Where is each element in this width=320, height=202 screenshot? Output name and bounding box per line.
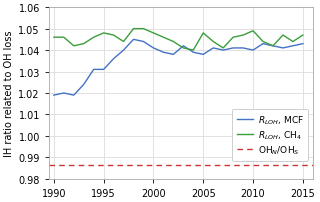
$R_{LOH}$, MCF <box>92 69 96 71</box>
$R_{LOH}$, MCF <box>191 52 195 54</box>
$R_{LOH}$, MCF <box>102 69 106 71</box>
$R_{LOH}$, MCF <box>221 50 225 52</box>
$R_{LOH}$, MCF <box>172 54 175 56</box>
$R_{LOH}$, MCF <box>251 50 255 52</box>
$R_{LOH}$, MCF <box>301 43 305 46</box>
$R_{LOH}$, MCF <box>112 58 116 61</box>
$R_{LOH}$, CH$_4$ <box>72 45 76 48</box>
$R_{LOH}$, CH$_4$ <box>291 41 295 43</box>
$R_{LOH}$, MCF <box>211 47 215 50</box>
$R_{LOH}$, CH$_4$ <box>191 50 195 52</box>
$R_{LOH}$, MCF <box>52 95 56 97</box>
$R_{LOH}$, CH$_4$ <box>141 28 145 31</box>
$R_{LOH}$, CH$_4$ <box>241 35 245 37</box>
$R_{LOH}$, MCF <box>291 45 295 48</box>
Line: $R_{LOH}$, MCF: $R_{LOH}$, MCF <box>54 40 303 96</box>
$R_{LOH}$, MCF <box>72 95 76 97</box>
$R_{LOH}$, CH$_4$ <box>172 41 175 43</box>
$R_{LOH}$, MCF <box>241 47 245 50</box>
$R_{LOH}$, MCF <box>122 50 125 52</box>
$R_{LOH}$, CH$_4$ <box>221 47 225 50</box>
$R_{LOH}$, CH$_4$ <box>301 35 305 37</box>
$R_{LOH}$, MCF <box>82 84 86 86</box>
$R_{LOH}$, CH$_4$ <box>251 30 255 33</box>
$R_{LOH}$, CH$_4$ <box>132 28 135 31</box>
Y-axis label: IH ratio related to OH loss: IH ratio related to OH loss <box>4 31 14 157</box>
$R_{LOH}$, CH$_4$ <box>92 37 96 39</box>
$R_{LOH}$, CH$_4$ <box>112 35 116 37</box>
$R_{LOH}$, MCF <box>261 43 265 46</box>
$R_{LOH}$, MCF <box>181 45 185 48</box>
$R_{LOH}$, CH$_4$ <box>231 37 235 39</box>
$R_{LOH}$, MCF <box>162 52 165 54</box>
$R_{LOH}$, CH$_4$ <box>181 47 185 50</box>
$R_{LOH}$, MCF <box>231 47 235 50</box>
$R_{LOH}$, MCF <box>281 47 285 50</box>
$R_{LOH}$, MCF <box>201 54 205 56</box>
Line: $R_{LOH}$, CH$_4$: $R_{LOH}$, CH$_4$ <box>54 29 303 51</box>
$R_{LOH}$, CH$_4$ <box>211 41 215 43</box>
$R_{LOH}$, MCF <box>132 39 135 41</box>
$R_{LOH}$, CH$_4$ <box>152 33 156 35</box>
$R_{LOH}$, CH$_4$ <box>62 37 66 39</box>
$R_{LOH}$, CH$_4$ <box>261 41 265 43</box>
$R_{LOH}$, CH$_4$ <box>201 33 205 35</box>
$R_{LOH}$, CH$_4$ <box>102 33 106 35</box>
$R_{LOH}$, MCF <box>152 47 156 50</box>
$R_{LOH}$, MCF <box>271 45 275 48</box>
$R_{LOH}$, MCF <box>141 41 145 43</box>
Legend: $R_{LOH}$, MCF, $R_{LOH}$, CH$_4$, OH$_N$/OH$_S$: $R_{LOH}$, MCF, $R_{LOH}$, CH$_4$, OH$_N… <box>232 109 308 161</box>
$R_{LOH}$, CH$_4$ <box>52 37 56 39</box>
$R_{LOH}$, MCF <box>62 92 66 95</box>
$R_{LOH}$, CH$_4$ <box>122 41 125 43</box>
$R_{LOH}$, CH$_4$ <box>271 45 275 48</box>
$R_{LOH}$, CH$_4$ <box>281 35 285 37</box>
$R_{LOH}$, CH$_4$ <box>82 43 86 46</box>
$R_{LOH}$, CH$_4$ <box>162 37 165 39</box>
